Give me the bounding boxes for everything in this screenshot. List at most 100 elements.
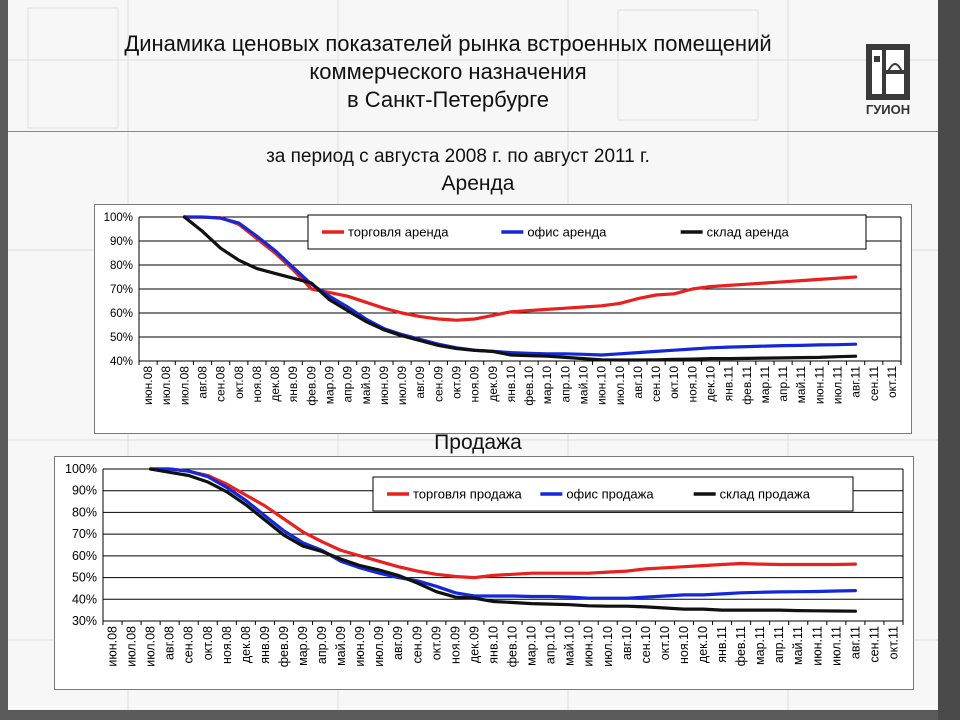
rent-y-tick-label: 80%: [110, 260, 133, 272]
sale-series-2-point: [397, 574, 400, 577]
rent-series-2-point: [346, 309, 349, 312]
rent-series-0-point: [383, 307, 385, 309]
sale-series-0-point: [435, 573, 438, 576]
rent-x-tick-label: янв.10: [504, 366, 518, 403]
rent-series-2-point: [782, 357, 784, 359]
sale-series-1-point: [816, 590, 819, 593]
rent-series-2-point: [419, 339, 422, 342]
rent-series-0-point: [836, 277, 839, 279]
sale-x-tick-label: май.09: [334, 626, 348, 666]
rent-series-0-point: [764, 282, 766, 284]
rent-series-1-point: [237, 222, 240, 224]
rent-series-0-point: [310, 288, 313, 290]
sale-series-1-point: [759, 591, 761, 594]
rent-series-1-point: [637, 351, 639, 354]
rent-series-2-point: [237, 259, 240, 261]
sale-series-1-point: [206, 475, 209, 478]
rent-series-2-point: [673, 358, 676, 361]
slide-title: Динамика ценовых показателей рынка встро…: [124, 31, 772, 112]
sale-series-2-point: [245, 504, 247, 506]
sale-x-tick-label: июл.08: [144, 626, 158, 667]
sale-series-0-point: [340, 549, 342, 552]
rent-series-2-point: [201, 230, 204, 233]
rent-series-2-point: [437, 344, 440, 347]
sale-x-tick-label: сен.08: [182, 626, 196, 664]
sale-series-0-point: [549, 572, 552, 575]
slide: Динамика ценовых показателей рынка встро…: [8, 0, 938, 710]
sale-x-tick-label: авг.08: [163, 626, 177, 660]
rent-x-tick-label: апр.10: [558, 366, 572, 403]
sale-x-tick-label: дек.10: [696, 626, 710, 663]
rent-series-2-point: [364, 320, 367, 323]
sale-series-0-point: [378, 560, 380, 563]
sale-series-1-point: [702, 594, 704, 596]
sale-series-0-point: [511, 573, 514, 576]
sale-x-tick-label: ноя.08: [220, 626, 234, 664]
rent-series-1-point: [510, 351, 512, 354]
rent-series-2-point: [328, 299, 331, 301]
sale-x-tick-label: апр.09: [315, 626, 329, 664]
sale-series-2-point: [206, 481, 209, 483]
rent-x-tick-label: дек.10: [704, 366, 718, 402]
sale-series-1-point: [226, 486, 228, 489]
sale-series-2-point: [359, 564, 361, 567]
sale-series-2-point: [264, 519, 266, 521]
rent-x-tick-label: июл.09: [395, 366, 409, 405]
rent-x-tick-label: мар.09: [323, 366, 337, 405]
sale-series-0-point: [264, 505, 266, 507]
sale-x-tick-label: дек.08: [239, 626, 253, 663]
rent-series-1-point: [546, 353, 549, 355]
sale-y-tick-label: 90%: [72, 484, 97, 498]
rent-x-tick-label: янв.11: [722, 366, 736, 402]
rent-series-0-point: [818, 278, 821, 281]
sale-series-0-point: [683, 565, 685, 568]
rent-series-2-point: [546, 355, 549, 357]
rent-x-tick-label: мар.10: [540, 366, 554, 405]
rent-series-1-point: [764, 345, 766, 347]
sale-x-tick-label: мар.09: [296, 626, 310, 666]
rent-series-2-point: [383, 329, 385, 331]
sale-series-0-point: [359, 555, 361, 557]
rent-x-tick-label: ноя.08: [250, 366, 264, 403]
sale-series-2-point: [664, 607, 666, 609]
sale-series-0-point: [587, 572, 590, 575]
rent-series-2-point: [764, 357, 766, 359]
rent-x-tick-label: май.09: [359, 366, 373, 405]
rent-series-2-point: [491, 350, 494, 353]
rent-series-1-point: [673, 349, 676, 351]
sale-legend-label-2: склад продажа: [720, 487, 811, 502]
rent-series-0-point: [745, 283, 748, 285]
rent-x-tick-label: сен.08: [214, 366, 228, 402]
rent-x-tick-label: апр.11: [776, 366, 790, 402]
rent-series-0-point: [800, 279, 803, 282]
rent-series-1-point: [292, 266, 295, 269]
sale-series-0-point: [778, 563, 780, 566]
sale-series-0-point: [759, 563, 761, 565]
sale-series-0-point: [245, 494, 247, 496]
rent-series-2-point: [582, 357, 585, 360]
rent-series-line-1: [182, 215, 858, 357]
sale-series-line-0: [149, 467, 857, 580]
rent-series-0-point: [655, 294, 657, 296]
rent-series-1-point: [709, 347, 712, 349]
sale-series-0-point: [606, 571, 609, 573]
rent-series-2-point: [219, 247, 222, 249]
sale-series-0-point: [854, 563, 857, 565]
sale-series-0-point: [473, 576, 476, 579]
rent-x-tick-label: апр.09: [341, 366, 355, 403]
sale-series-1-point: [359, 567, 361, 569]
sale-x-tick-label: мар.11: [753, 626, 767, 665]
sale-series-1-point: [645, 596, 647, 598]
sale-legend-label-1: офис продажа: [566, 487, 654, 502]
rent-series-0-point: [564, 307, 567, 309]
sale-series-2-point: [854, 610, 857, 613]
rent-y-tick-label: 90%: [110, 236, 133, 248]
sale-series-2-point: [721, 609, 723, 611]
sale-series-2-point: [587, 605, 590, 607]
sale-y-tick-label: 80%: [72, 505, 97, 519]
sale-series-2-point: [530, 602, 533, 605]
rent-x-tick-label: окт.09: [450, 366, 464, 399]
sale-series-2-point: [168, 471, 171, 474]
sale-series-1-point: [626, 597, 628, 599]
rent-legend-label-1: офис аренда: [527, 225, 607, 240]
